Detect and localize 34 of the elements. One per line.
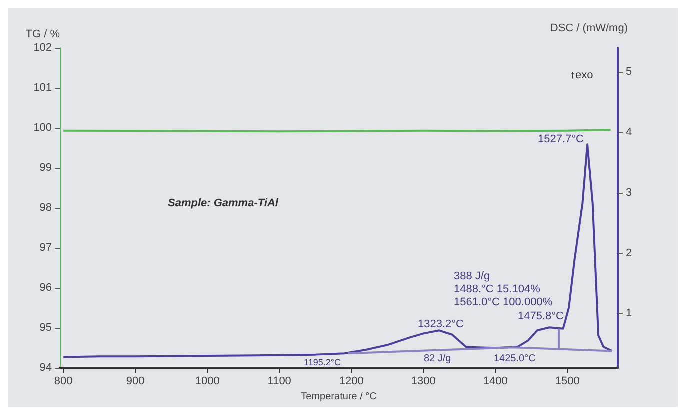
annotation: 1195.2°C — [304, 358, 342, 368]
y-axis-title: TG / % — [26, 28, 60, 40]
y2-axis-title: DSC / (mW/mg) — [550, 22, 628, 34]
x-tick-label: 1200 — [339, 376, 364, 388]
annotation: 1475.8°C — [518, 310, 564, 322]
x-tick-label: 1300 — [411, 376, 436, 388]
y-tick-label: 102 — [34, 42, 52, 54]
x-tick-label: 1400 — [483, 376, 508, 388]
y2-tick-label: 3 — [626, 186, 632, 199]
y2-tick-label: 1 — [626, 308, 632, 320]
x-tick-label: 1100 — [268, 376, 292, 388]
y-tick-label: 96 — [40, 282, 52, 294]
annotation: 82 J/g — [424, 354, 452, 364]
x-tick-label: 1500 — [555, 376, 580, 388]
y-tick-label: 100 — [34, 122, 52, 134]
y-tick-label: 97 — [40, 242, 52, 254]
y-tick-label: 94 — [40, 362, 52, 374]
y-tick-label: 98 — [40, 202, 52, 214]
y-tick-label: 95 — [40, 322, 52, 334]
annotation: Sample: Gamma-TiAl — [168, 198, 280, 210]
y-tick-label: 99 — [40, 162, 52, 174]
annotation: 388 J/g 1488.°C 15.104% 1561.0°C 100.000% — [454, 270, 553, 308]
annotation: ↑exo — [570, 70, 594, 82]
annotation: 1323.2°C — [418, 318, 464, 330]
y2-tick-label: 4 — [626, 126, 632, 139]
x-tick-label: 800 — [54, 376, 73, 388]
annotation: 1527.7°C — [538, 134, 584, 146]
y2-tick-label: 2 — [626, 247, 632, 260]
x-axis-title: Temperature / °C — [301, 392, 377, 402]
y2-tick-label: 5 — [626, 66, 632, 78]
x-tick-label: 900 — [126, 376, 145, 388]
y-tick-label: 101 — [34, 82, 52, 94]
x-tick-label: 1000 — [195, 376, 220, 388]
annotation: 1425.0°C — [494, 354, 536, 364]
